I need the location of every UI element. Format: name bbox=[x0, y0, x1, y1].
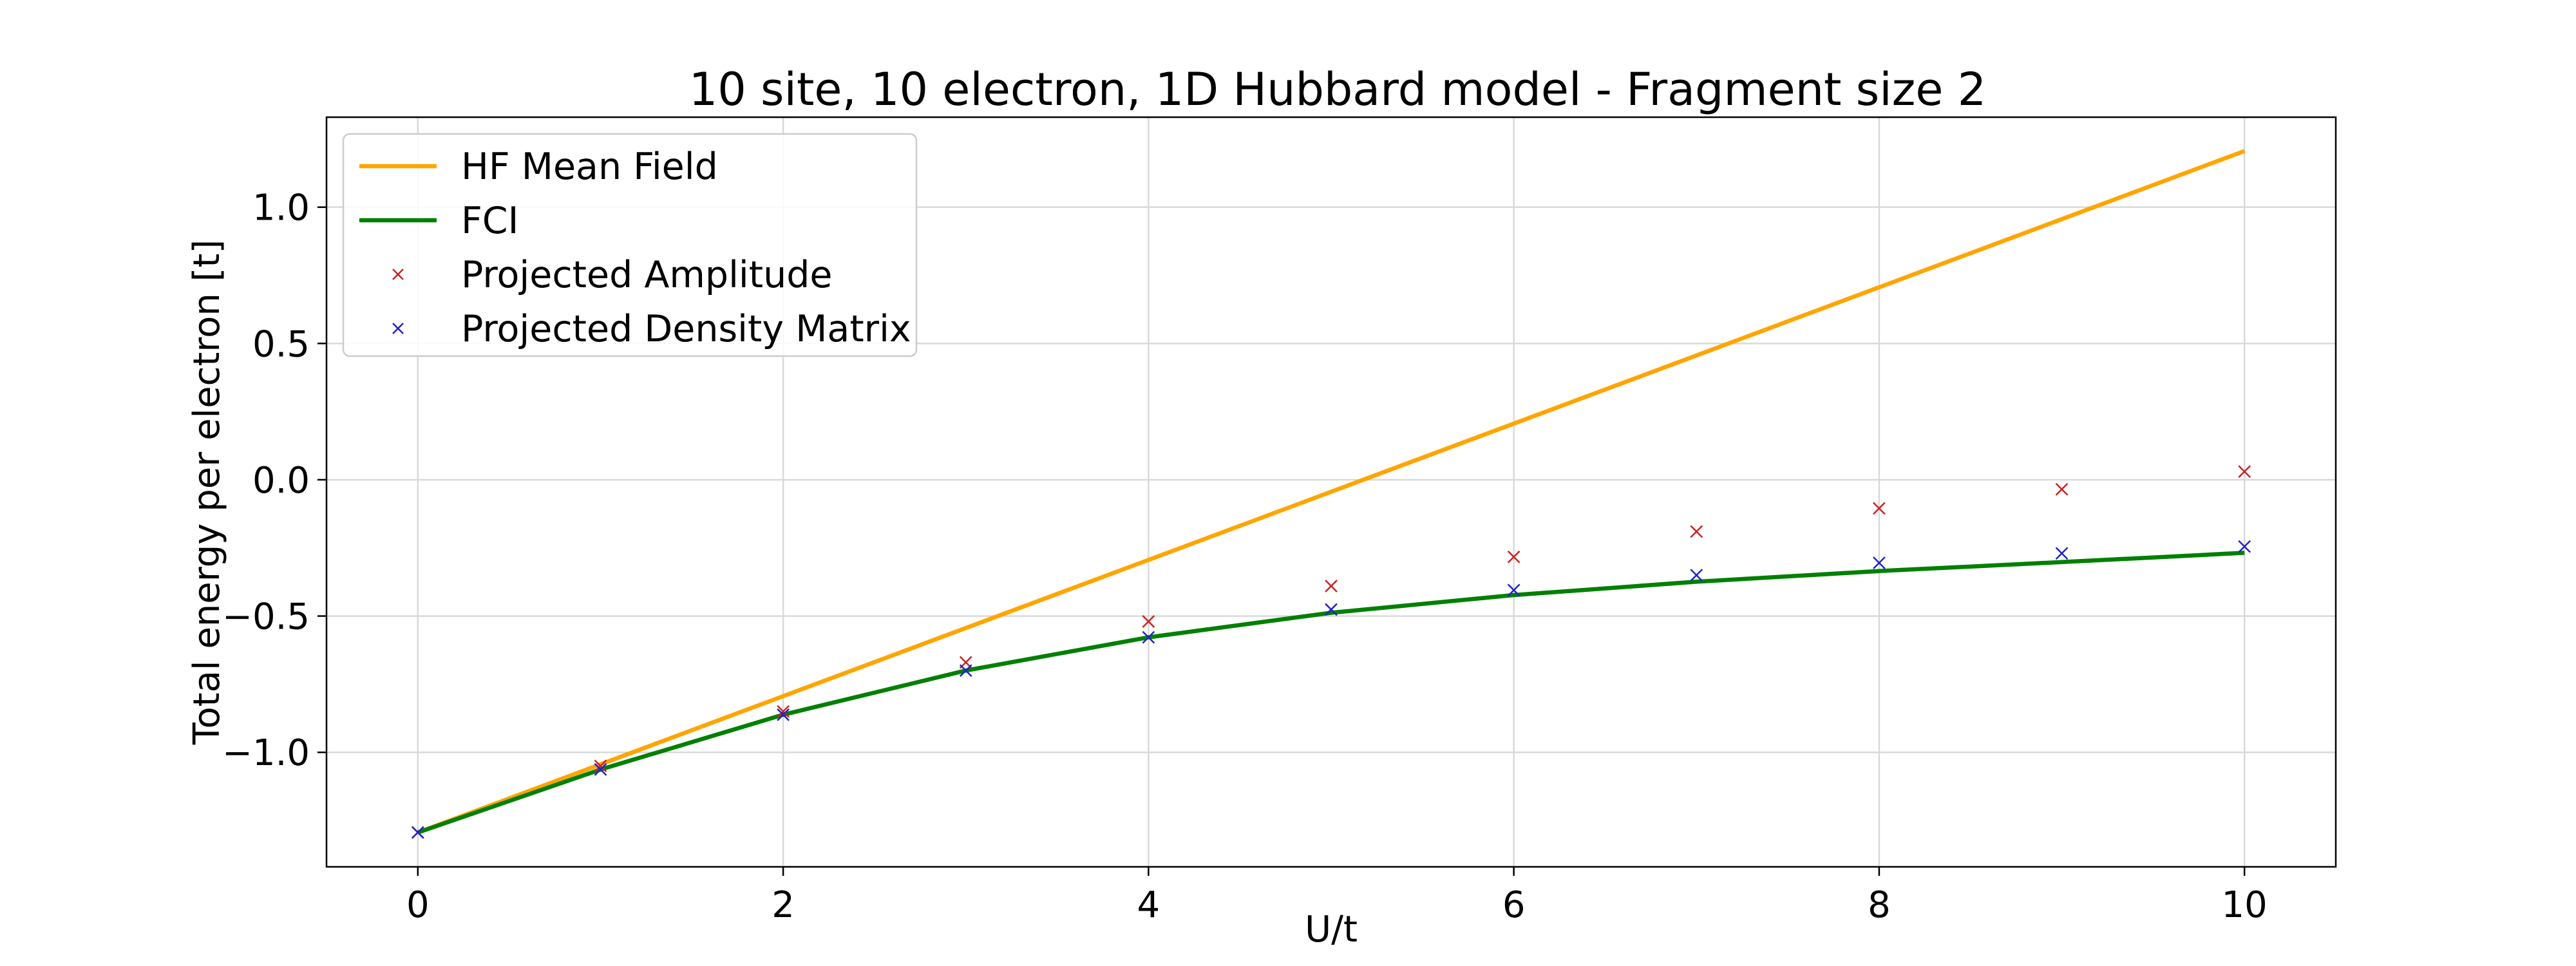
data-point-projected-density-matrix bbox=[959, 664, 972, 677]
legend-swatch bbox=[392, 269, 404, 280]
data-point-projected-amplitude bbox=[2055, 482, 2069, 496]
series-line-hf-mean-field bbox=[417, 149, 2246, 835]
chart-title: 10 site, 10 electron, 1D Hubbard model -… bbox=[689, 63, 1987, 116]
data-point-projected-density-matrix bbox=[594, 763, 607, 776]
data-point-projected-density-matrix bbox=[2238, 540, 2251, 553]
data-point-projected-amplitude bbox=[1690, 525, 1703, 538]
y-axis-label: Total energy per electron [t] bbox=[186, 240, 228, 746]
x-tick-label: 4 bbox=[1137, 884, 1160, 926]
data-point-projected-density-matrix bbox=[777, 708, 790, 721]
data-point-projected-density-matrix bbox=[1690, 569, 1703, 582]
x-tick-label: 6 bbox=[1502, 884, 1526, 926]
x-tick-label: 8 bbox=[1868, 884, 1891, 926]
series-line-fci bbox=[417, 551, 2245, 835]
legend-box bbox=[342, 133, 918, 357]
x-tick-label: 10 bbox=[2222, 884, 2268, 926]
y-tick-label: 0.0 bbox=[252, 460, 310, 502]
legend: HF Mean Field FCI Projected Amplitude Proje… bbox=[342, 133, 918, 357]
series-layer bbox=[411, 149, 2251, 839]
legend-swatch bbox=[392, 323, 404, 334]
legend-label: HF Mean Field bbox=[461, 146, 718, 188]
data-point-projected-amplitude bbox=[777, 705, 790, 718]
data-point-projected-density-matrix bbox=[1142, 630, 1155, 644]
legend-label: FCI bbox=[461, 200, 518, 242]
data-point-projected-amplitude bbox=[1507, 550, 1520, 564]
legend-entry-fci: FCI bbox=[359, 200, 518, 242]
data-point-projected-density-matrix bbox=[1507, 583, 1520, 597]
data-point-projected-density-matrix bbox=[1873, 556, 1886, 569]
legend-entry-projected-density-matrix: Projected Density Matrix bbox=[392, 308, 911, 350]
y-tick-label: −0.5 bbox=[222, 596, 310, 638]
plot-frame bbox=[325, 116, 2337, 868]
data-point-projected-amplitude bbox=[1873, 502, 1886, 515]
x-axis-label: U/t bbox=[1305, 909, 1358, 951]
data-point-projected-density-matrix bbox=[411, 826, 424, 839]
y-tick-label: 0.5 bbox=[252, 323, 310, 365]
legend-label: Projected Amplitude bbox=[461, 254, 833, 296]
x-tick-label: 0 bbox=[406, 884, 430, 926]
data-point-projected-density-matrix bbox=[2055, 547, 2069, 560]
x-tick-label: 2 bbox=[772, 884, 795, 926]
legend-entry-projected-amplitude: Projected Amplitude bbox=[392, 254, 833, 296]
y-tick-label: 1.0 bbox=[252, 187, 310, 229]
legend-entry-hf-mean-field: HF Mean Field bbox=[359, 146, 718, 188]
data-point-projected-amplitude bbox=[1142, 615, 1155, 628]
data-point-projected-density-matrix bbox=[1325, 603, 1338, 616]
legend-label: Projected Density Matrix bbox=[461, 308, 911, 350]
data-point-projected-amplitude bbox=[2238, 465, 2251, 478]
data-point-projected-amplitude bbox=[594, 759, 607, 773]
axis-ticks: 0 2 4 6 8 10 −1.0 −0.5 0.0 0.5 1.0 bbox=[222, 187, 2268, 926]
data-point-projected-amplitude bbox=[1325, 580, 1338, 592]
y-tick-label: −1.0 bbox=[222, 732, 310, 774]
